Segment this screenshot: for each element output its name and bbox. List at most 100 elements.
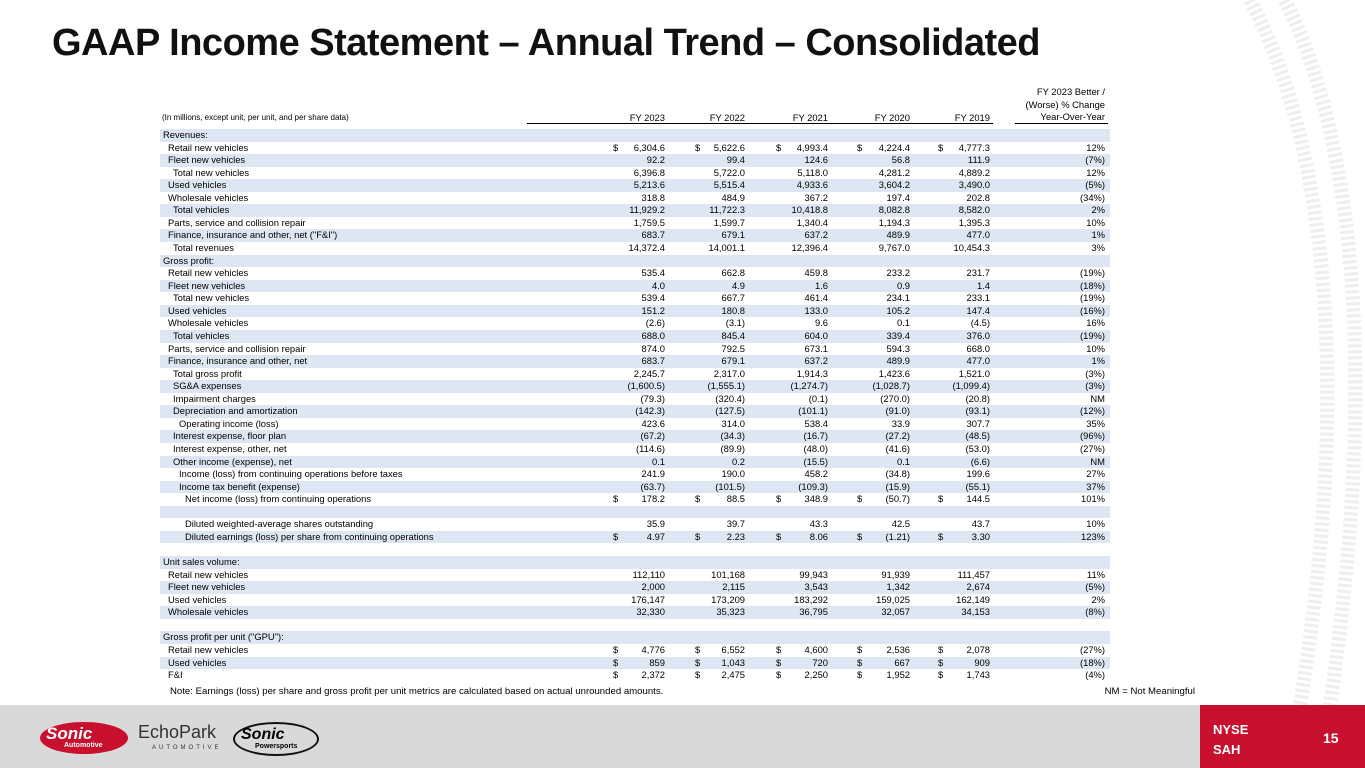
cell-value: 679.1 [721, 355, 745, 367]
cell-value: (127.5) [715, 405, 745, 417]
cell-value: 241.9 [641, 468, 665, 480]
section-title: Gross profit per unit ("GPU"): [163, 631, 284, 643]
row-band [160, 656, 1110, 670]
cell-value: 133.0 [804, 304, 828, 316]
change-value: (27%) [1079, 443, 1105, 454]
row-band [160, 317, 1110, 330]
row-label: Parts, service and collision repair [168, 342, 306, 354]
row-band [160, 329, 1110, 343]
currency-sign: $ [776, 643, 782, 655]
change-value: 12% [1086, 141, 1105, 153]
cell-value: (20.8) [965, 392, 991, 404]
row-label: Diluted earnings (loss) per share from c… [185, 530, 434, 542]
cell-value: (15.5) [803, 455, 829, 467]
cell-value: 176,147 [631, 593, 665, 605]
cell-value: 1,521.0 [958, 367, 990, 379]
cell-value: (1,028.7) [872, 380, 910, 392]
change-value: (3%) [1085, 380, 1105, 392]
cell-value: 5,515.4 [713, 179, 745, 191]
cell-value: 56.8 [891, 154, 910, 166]
echopark-logo: EchoPark [138, 722, 217, 742]
row-band [160, 505, 1110, 519]
change-value: 10% [1086, 518, 1105, 530]
currency-sign: $ [938, 493, 944, 505]
cell-value: (101.1) [798, 405, 828, 417]
row-label: Retail new vehicles [168, 141, 249, 153]
row-label: F&I [168, 669, 183, 681]
cell-value: 4,933.6 [796, 179, 828, 191]
cell-value: (34.8) [885, 468, 911, 480]
cell-value: 594.3 [886, 342, 910, 354]
change-value: 2% [1091, 593, 1105, 605]
row-label: Total new vehicles [173, 166, 250, 178]
cell-value: 2,475 [721, 669, 745, 681]
change-value: 2% [1091, 204, 1105, 216]
cell-value: 11,929.2 [629, 204, 665, 216]
cell-value: 32,330 [636, 606, 665, 618]
cell-value: 2,250 [804, 669, 828, 681]
change-value: 11% [1086, 568, 1105, 580]
cell-value: 8.06 [809, 530, 828, 542]
currency-sign: $ [776, 530, 782, 542]
change-value: 16% [1086, 317, 1105, 329]
currency-sign: $ [613, 656, 619, 668]
cell-value: 637.2 [804, 355, 828, 367]
cell-value: 159,025 [876, 593, 910, 605]
cell-value: 668.0 [966, 342, 990, 354]
row-band [160, 355, 1110, 368]
column-header: FY 2020 [874, 112, 910, 123]
row-label: Parts, service and collision repair [168, 216, 306, 228]
cell-value: (109.3) [798, 480, 828, 492]
change-value: 1% [1091, 229, 1105, 241]
currency-sign: $ [613, 493, 619, 505]
row-label: Total vehicles [173, 329, 230, 341]
currency-sign: $ [695, 656, 701, 668]
column-header: FY 2022 [709, 112, 745, 123]
change-value: 27% [1086, 468, 1105, 480]
cell-value: (320.4) [715, 392, 745, 404]
cell-value: (1,555.1) [707, 380, 745, 392]
cell-value: 42.5 [891, 518, 910, 530]
cell-value: (1.21) [885, 530, 911, 542]
row-band [160, 606, 1110, 619]
cell-value: 5,722.0 [713, 166, 745, 178]
sonic-logo: Sonic Automotive [40, 722, 128, 754]
cell-value: 318.8 [641, 191, 665, 203]
row-band [160, 229, 1110, 243]
cell-value: (3.1) [725, 317, 745, 329]
cell-value: 539.4 [641, 292, 665, 304]
cell-value: 1,423.6 [878, 367, 910, 379]
row-label: Finance, insurance and other, net [168, 355, 308, 367]
currency-sign: $ [857, 669, 863, 681]
row-label: Wholesale vehicles [168, 191, 249, 203]
row-label: Fleet new vehicles [168, 279, 246, 291]
cell-value: (15.9) [885, 480, 911, 492]
logo-text: Powersports [255, 743, 298, 750]
currency-sign: $ [613, 643, 619, 655]
row-label: Wholesale vehicles [168, 317, 249, 329]
cell-value: (67.2) [640, 430, 666, 442]
cell-value: 535.4 [641, 267, 665, 279]
row-band [160, 204, 1110, 217]
change-value: (3%) [1085, 367, 1105, 379]
cell-value: 1,194.3 [878, 216, 910, 228]
cell-value: 147.4 [966, 304, 990, 316]
cell-value: 39.7 [726, 518, 745, 530]
change-value: 12% [1086, 166, 1105, 178]
row-label: Income tax benefit (expense) [179, 480, 300, 492]
currency-sign: $ [695, 493, 701, 505]
cell-value: 1,743 [966, 669, 990, 681]
cell-value: (48.0) [803, 443, 829, 454]
cell-value: 8,582.0 [958, 204, 990, 216]
exchange: NYSE [1213, 722, 1249, 737]
cell-value: 2,245.7 [633, 367, 665, 379]
row-band [160, 631, 1110, 644]
currency-sign: $ [857, 530, 863, 542]
cell-value: 233.2 [886, 267, 910, 279]
cell-value: 477.0 [966, 355, 990, 367]
change-value: 37% [1086, 480, 1105, 492]
cell-value: (114.6) [635, 443, 665, 454]
tire-tracks [1243, 0, 1363, 705]
change-header: Year-Over-Year [1040, 111, 1105, 122]
cell-value: 683.7 [641, 229, 665, 241]
